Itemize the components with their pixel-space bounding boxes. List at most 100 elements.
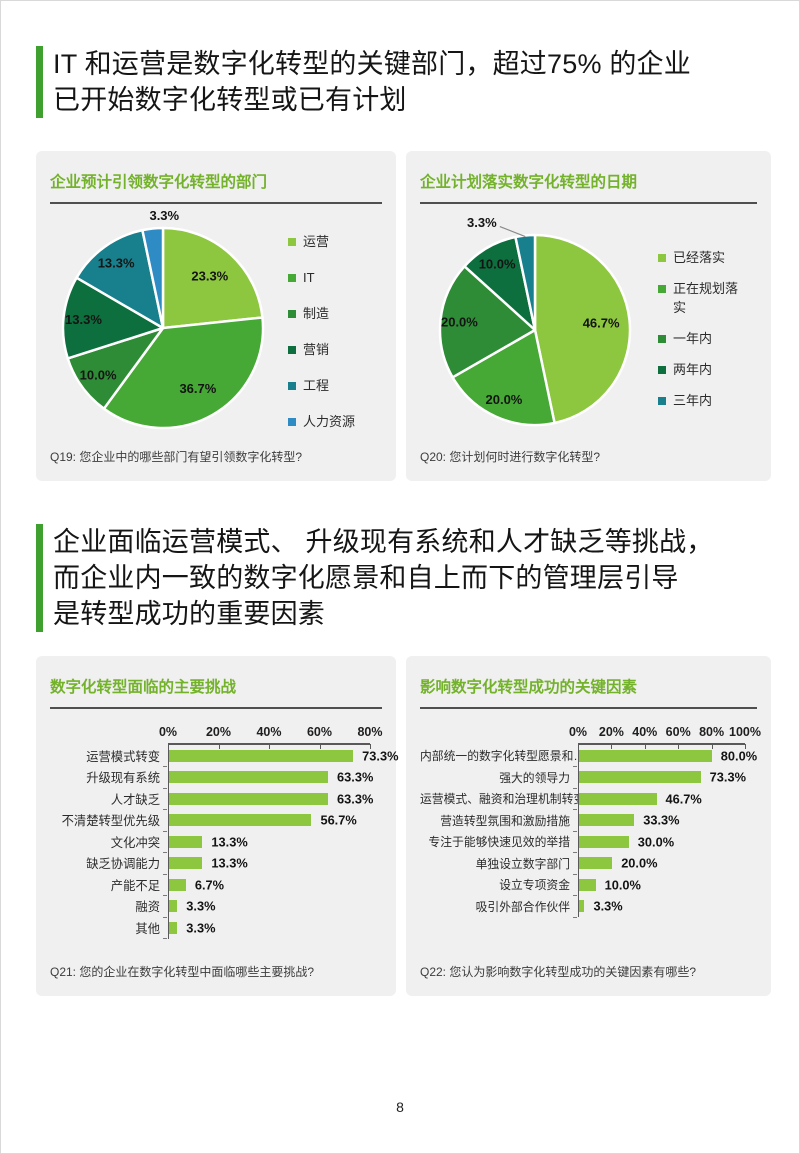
pie-percentage-label: 46.7% [583, 316, 620, 331]
axis-tick-label: 80% [357, 725, 383, 739]
panel-success-factors-bar: 影响数字化转型成功的关键因素 0% 20% 40% 60% 80% 100% 内部统一的数字… [406, 656, 771, 996]
pie-percentage-label: 3.3% [467, 215, 497, 230]
bar-track: 46.7% [573, 788, 745, 810]
axis-tick [711, 744, 713, 749]
bar-track: 73.3% [163, 745, 398, 767]
axis-tick [218, 744, 220, 749]
pie-legend: 已经落实 正在规划落实 一年内 两年内 三年内 [658, 248, 746, 410]
legend-swatch-icon [288, 417, 296, 426]
bar-row: 运营模式转变 73.3% [50, 745, 398, 767]
bar-chart-challenges: 0% 20% 40% 60% 80% 运营模式转变 73.3% 升级现有系统 63.3% 人才缺乏… [50, 719, 398, 939]
legend-swatch-icon [288, 345, 296, 354]
bar-category-label: 运营模式、融资和治理机制转变 [420, 792, 578, 807]
bar-track: 3.3% [573, 895, 745, 917]
bar-value-label: 3.3% [186, 898, 216, 914]
heading-line: 是转型成功的重要因素 [53, 599, 325, 629]
pie-slice-人力资源 [141, 226, 165, 330]
bar-category-label: 内部统一的数字化转型愿景和… [420, 749, 578, 764]
pie-slice-运营 [161, 226, 264, 330]
pie-chart-departments: 23.3% 36.7% 10.0% 13.3% 13.3% 3.3% 运营 IT 制造 营销 工程人… [50, 206, 382, 448]
bar-row: 设立专项资金 10.0% [420, 874, 757, 896]
pie-slice-营销 [61, 276, 165, 360]
section-heading-2: 企业面临运营模式、 升级现有系统和人才缺乏等挑战， 而企业内一致的数字化愿景和自… [36, 524, 714, 632]
legend-label: 运营 [303, 233, 330, 249]
question-caption: Q22: 您认为影响数字化转型成功的关键因素有哪些? [420, 965, 697, 979]
bar [579, 749, 712, 762]
pie-percentage-label: 36.7% [179, 381, 216, 396]
legend-label: IT [303, 269, 315, 285]
bar [579, 900, 585, 913]
bar-row: 内部统一的数字化转型愿景和… 80.0% [420, 745, 757, 767]
legend-item: IT [288, 268, 380, 287]
legend-swatch-icon [658, 284, 666, 293]
pie-percentage-label: 13.3% [65, 312, 102, 327]
bar-value-label: 56.7% [320, 812, 357, 828]
bar-track: 80.0% [573, 745, 757, 767]
bar [579, 857, 613, 870]
bar-track: 3.3% [163, 895, 370, 917]
heading-line: IT 和运营是数字化转型的关键部门，超过75% 的企业 [53, 49, 691, 79]
bar [579, 835, 629, 848]
axis-tick [745, 744, 746, 749]
pie-percentage-label: 23.3% [191, 268, 228, 283]
bar-row: 文化冲突 13.3% [50, 831, 382, 853]
panel-title: 影响数字化转型成功的关键因素 [420, 679, 638, 696]
bar-value-label: 73.3% [362, 748, 399, 764]
bar [169, 921, 178, 934]
bar-category-label: 营造转型氛围和激励措施 [440, 813, 570, 828]
bar-value-label: 30.0% [637, 834, 675, 850]
legend-label: 三年内 [673, 392, 713, 408]
legend-swatch-icon [658, 365, 666, 374]
pie-slice-正在规划落实 [451, 328, 556, 427]
bar-track: 63.3% [163, 788, 373, 810]
bar-row: 吸引外部合作伙伴 3.3% [420, 895, 757, 917]
panel-title: 数字化转型面临的主要挑战 [50, 679, 237, 696]
legend-swatch-icon [288, 237, 296, 246]
panel-timeline-pie: 企业计划落实数字化转型的日期 46.7% 20.0% 20.0% 10.0% 3.3% 已… [406, 151, 771, 481]
bar-category-label: 运营模式转变 [86, 749, 160, 764]
bar-value-label: 3.3% [593, 898, 623, 914]
bar-value-label: 3.3% [186, 920, 216, 936]
bar-row: 产能不足 6.7% [50, 874, 382, 896]
bar-category-label: 产能不足 [110, 878, 160, 893]
label-leader-line [499, 225, 526, 238]
axis-tick [370, 744, 371, 749]
legend-label: 营销 [303, 341, 330, 357]
bar [169, 900, 178, 913]
heading-accent-bar [36, 524, 43, 632]
pie-percentage-label: 13.3% [98, 256, 135, 271]
axis-tick-label: 40% [632, 725, 658, 739]
legend-label: 制造 [303, 305, 330, 321]
bar-track: 63.3% [163, 766, 373, 788]
axis-tick [678, 744, 680, 749]
bar-category-label: 融资 [135, 900, 160, 915]
bar [169, 749, 354, 762]
question-caption: Q19: 您企业中的哪些部门有望引领数字化转型? [50, 450, 303, 464]
bar-axis: 0% 20% 40% 60% 80% 100% [420, 719, 761, 749]
legend-item: 制造 [288, 304, 380, 323]
bar-row: 强大的领导力 73.3% [420, 766, 757, 788]
charts-row-bottom: 数字化转型面临的主要挑战 0% 20% 40% 60% 80% 运营模式转变 73.3% 升级… [36, 656, 771, 996]
bar-track: 56.7% [163, 809, 370, 831]
legend-label: 人力资源 [303, 413, 356, 429]
axis-tick [319, 744, 321, 749]
pie-slice-已经落实 [533, 233, 632, 425]
legend-label: 正在规划落实 [673, 280, 739, 315]
bar [169, 814, 312, 827]
panel-divider [420, 707, 757, 709]
bar-category-label: 其他 [135, 921, 160, 936]
bar-track: 10.0% [573, 874, 745, 896]
bar-rows: 内部统一的数字化转型愿景和… 80.0% 强大的领导力 73.3% 运营模式、融资和治理… [420, 745, 757, 917]
axis-tick-label: 0% [158, 725, 178, 739]
bar-category-label: 设立专项资金 [499, 878, 570, 893]
bar [579, 814, 635, 827]
bar-track: 73.3% [573, 766, 746, 788]
panel-divider [50, 202, 382, 204]
axis-line: 0% 20% 40% 60% 80% [159, 719, 383, 749]
legend-swatch-icon [288, 273, 296, 282]
pie-slice-三年内 [514, 233, 537, 332]
panel-title: 企业预计引领数字化转型的部门 [50, 174, 268, 191]
legend-label: 工程 [303, 377, 330, 393]
axis-tick-label: 40% [256, 725, 282, 739]
legend-item: 工程 [288, 376, 380, 395]
